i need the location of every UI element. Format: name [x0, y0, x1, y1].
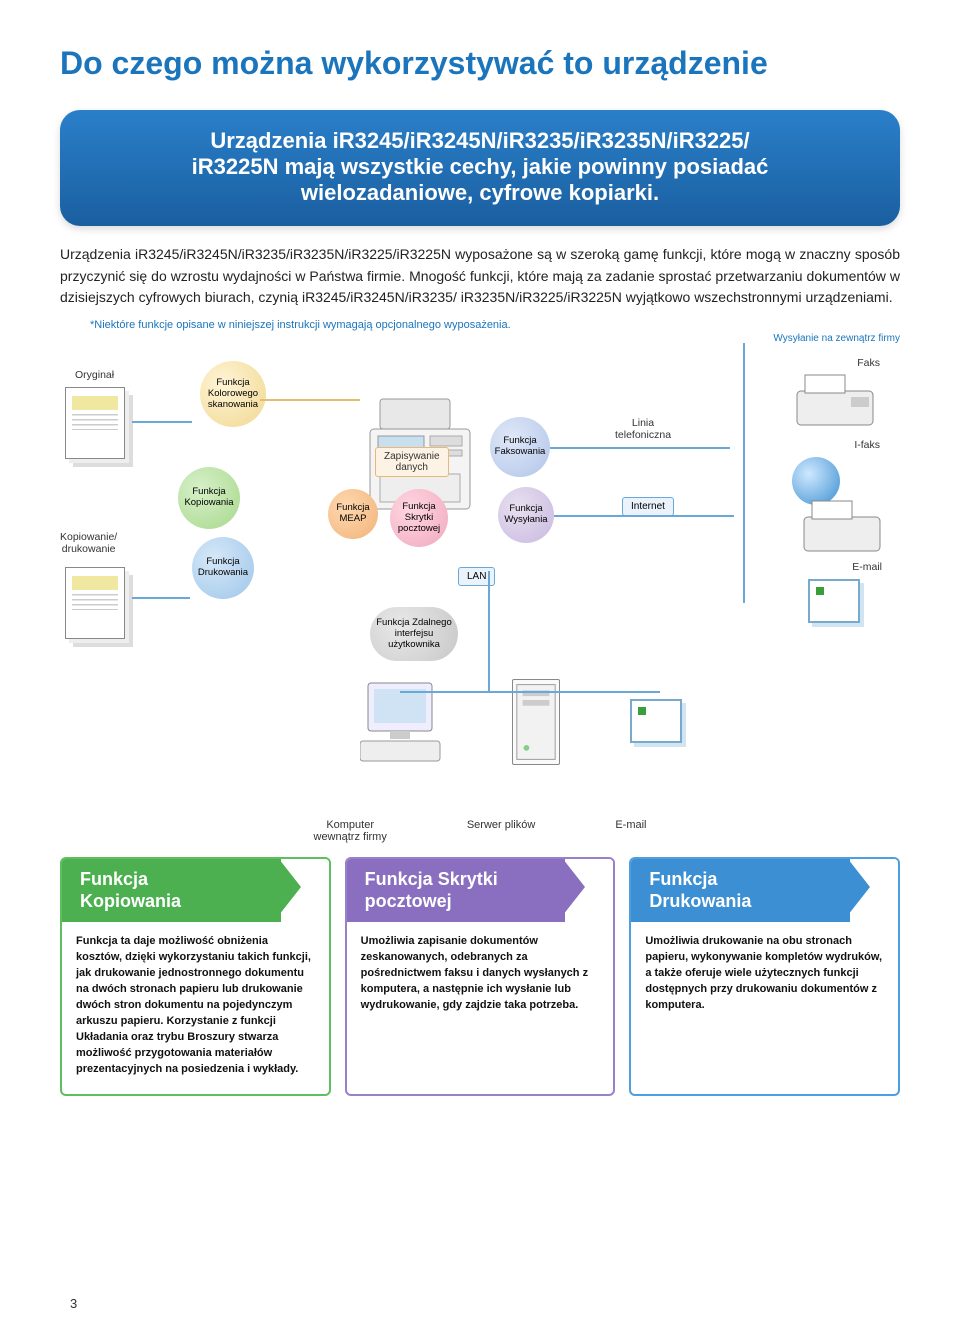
email-icon-right — [808, 579, 860, 623]
original-label: Oryginał — [75, 369, 114, 381]
mailbox-card-body: Umożliwia zapisanie dokumentów zeskanowa… — [347, 922, 614, 1030]
fax-icon — [795, 373, 875, 428]
save-data-tag: Zapisywanie danych — [375, 447, 449, 477]
print-card-body: Umożliwia drukowanie na obu stronach pap… — [631, 922, 898, 1030]
conn-line — [400, 691, 660, 693]
print-card-title: Funkcja Drukowania — [631, 859, 898, 922]
footnote: *Niektóre funkcje opisane w niniejszej i… — [90, 319, 900, 331]
mailbox-bubble-label: Funkcja Skrytki pocztowej — [398, 502, 440, 535]
hero-box: Urządzenia iR3245/iR3245N/iR3235/iR3235N… — [60, 110, 900, 226]
email-icon-bottom — [630, 699, 682, 743]
divider-line — [743, 343, 745, 603]
body-paragraph: Urządzenia iR3245/iR3245N/iR3235/iR3235N… — [60, 244, 900, 309]
conn-line — [488, 571, 490, 691]
diagram: Wysyłanie na zewnątrz firmy Oryginał Kop… — [60, 339, 900, 809]
globe-icon — [792, 457, 840, 505]
function-cards-row: Funkcja Kopiowania Funkcja ta daje możli… — [60, 857, 900, 1096]
hero-line3: wielozadaniowe, cyfrowe kopiarki. — [90, 180, 870, 206]
remote-ui-bubble: Funkcja Zdalnego interfejsu użytkownika — [370, 607, 458, 661]
print-bubble-label: Funkcja Drukowania — [198, 557, 248, 579]
pc-label: Komputer wewnątrz firmy — [314, 819, 387, 843]
copy-bubble: Funkcja Kopiowania — [178, 467, 240, 529]
conn-line — [554, 515, 734, 517]
copies-icon — [65, 567, 125, 639]
conn-line — [260, 399, 360, 401]
fax-bubble-label: Funkcja Faksowania — [495, 436, 546, 458]
mailbox-card: Funkcja Skrytki pocztowej Umożliwia zapi… — [345, 857, 616, 1096]
email-label-right: E-mail — [852, 561, 882, 573]
internet-tag: Internet — [622, 497, 674, 516]
original-icon — [65, 387, 125, 459]
ifax-device-icon — [802, 499, 882, 554]
color-scan-label: Funkcja Kolorowego skanowania — [208, 378, 258, 411]
page-number: 3 — [70, 1296, 77, 1311]
hero-line1: Urządzenia iR3245/iR3245N/iR3235/iR3235N… — [90, 128, 870, 154]
ifaks-label: I-faks — [854, 439, 880, 451]
server-label: Serwer plików — [467, 819, 535, 843]
hero-line2: iR3225N mają wszystkie cechy, jakie powi… — [90, 154, 870, 180]
copy-card-body: Funkcja ta daje możliwość obniżenia kosz… — [62, 922, 329, 1093]
fax-bubble: Funkcja Faksowania — [490, 417, 550, 477]
meap-label: Funkcja MEAP — [336, 503, 369, 525]
copy-card-title: Funkcja Kopiowania — [62, 859, 329, 922]
print-bubble: Funkcja Drukowania — [192, 537, 254, 599]
conn-line — [132, 421, 192, 423]
conn-line — [550, 447, 730, 449]
meap-bubble: Funkcja MEAP — [328, 489, 378, 539]
faks-label: Faks — [857, 357, 880, 369]
copy-card: Funkcja Kopiowania Funkcja ta daje możli… — [60, 857, 331, 1096]
print-card: Funkcja Drukowania Umożliwia drukowanie … — [629, 857, 900, 1096]
phone-line-label: Linia telefoniczna — [615, 417, 671, 441]
send-bubble: Funkcja Wysyłania — [498, 487, 554, 543]
color-scan-bubble: Funkcja Kolorowego skanowania — [200, 361, 266, 427]
bottom-labels-row: Komputer wewnątrz firmy Serwer plików E-… — [60, 819, 900, 843]
mailbox-card-title: Funkcja Skrytki pocztowej — [347, 859, 614, 922]
mailbox-bubble: Funkcja Skrytki pocztowej — [390, 489, 448, 547]
page-title: Do czego można wykorzystywać to urządzen… — [60, 45, 900, 82]
copy-bubble-label: Funkcja Kopiowania — [184, 487, 233, 509]
send-bubble-label: Funkcja Wysyłania — [504, 504, 547, 526]
email-label-bottom: E-mail — [615, 819, 646, 843]
copy-print-label: Kopiowanie/ drukowanie — [60, 531, 117, 555]
outside-company-label: Wysyłanie na zewnątrz firmy — [773, 333, 900, 345]
conn-line — [132, 597, 190, 599]
